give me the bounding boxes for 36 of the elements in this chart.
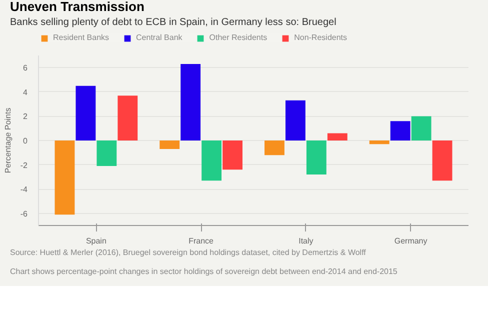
bar xyxy=(306,140,326,174)
bar xyxy=(96,140,117,166)
bar xyxy=(202,140,222,181)
bar xyxy=(390,121,410,140)
bar xyxy=(180,64,201,140)
legend-label: Central Bank xyxy=(136,33,182,42)
bar xyxy=(327,133,348,140)
legend-label: Other Residents xyxy=(209,33,268,42)
x-tick-label: Germany xyxy=(394,236,428,246)
bar xyxy=(54,140,75,215)
legend-label: Resident Banks xyxy=(53,33,110,42)
text: Chart shows percentage-point changes in sector holdings of sovereign debt between end-2014 and end-2015 xyxy=(10,267,398,276)
chart-title: Uneven Transmission xyxy=(10,0,144,15)
source-note: Source: Huettl & Merler (2016), Bruegel sovereign bond holdings dataset, cited by Demertzis & Wolff xyxy=(10,248,366,258)
x-tick-label: Spain xyxy=(86,236,106,246)
bar xyxy=(369,140,390,144)
y-tick-label: 0 xyxy=(23,136,28,146)
chart-subtitle: Banks selling plenty of debt to ECB in Spain, in Germany less so: Bruegel xyxy=(10,17,336,28)
y-tick-label: 4 xyxy=(23,88,28,97)
x-tick-label: Italy xyxy=(298,236,314,246)
y-axis-title: Percentage Points xyxy=(3,108,12,174)
y-tick-label: -2 xyxy=(20,160,28,170)
bar xyxy=(118,96,138,140)
bar xyxy=(432,140,452,181)
bar xyxy=(160,140,180,149)
legend-label: Non-Residents xyxy=(294,33,348,42)
y-tick-label: -4 xyxy=(20,185,28,194)
bar xyxy=(222,140,242,170)
y-tick-label: -6 xyxy=(20,209,28,218)
y-tick-label: 6 xyxy=(23,64,28,73)
bar xyxy=(285,100,306,140)
y-tick-label: 2 xyxy=(23,112,28,122)
bar xyxy=(76,86,96,140)
bar xyxy=(264,140,284,156)
bar xyxy=(411,116,432,140)
x-tick-label: France xyxy=(188,236,214,246)
